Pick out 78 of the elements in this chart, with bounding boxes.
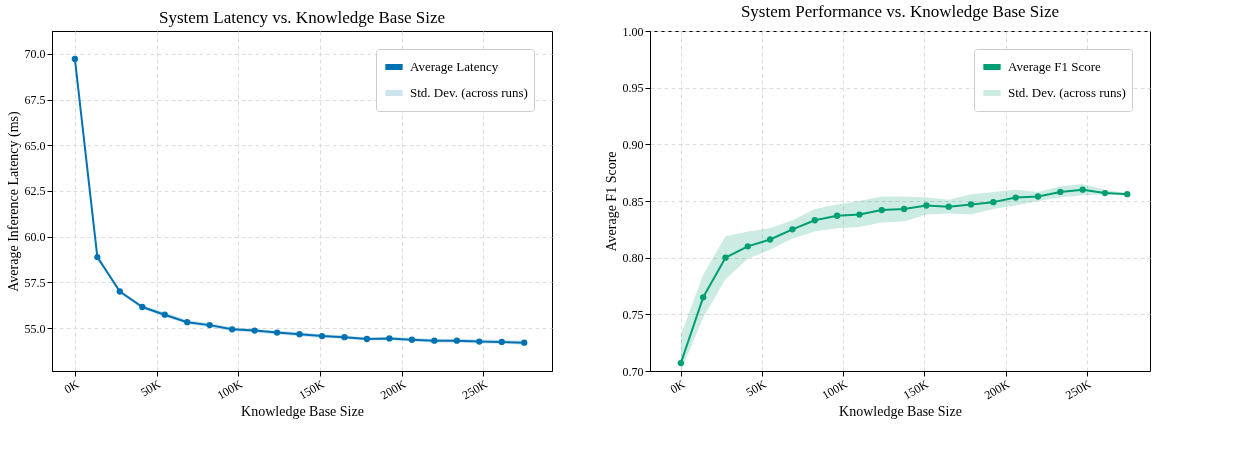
y-tick-label: 0.85 [622, 194, 644, 209]
point [206, 321, 213, 329]
x-tick-label: 150K [296, 376, 327, 403]
x-tick-label: 200K [981, 376, 1013, 403]
legend-label: Average F1 Score [1008, 59, 1102, 74]
x-tick-label: 100K [214, 376, 246, 403]
point [431, 337, 438, 344]
x-axis-title: Knowledge Base Size [241, 404, 364, 420]
x-tick-label: 250K [1063, 376, 1094, 403]
point [363, 335, 371, 343]
point [789, 226, 796, 233]
point [521, 339, 528, 346]
point [923, 202, 930, 209]
point [453, 337, 460, 344]
point [251, 327, 258, 334]
y-tick-label: 0.95 [622, 81, 644, 96]
point [945, 203, 952, 210]
x-tick-label: 50K [743, 376, 769, 400]
point [900, 205, 908, 213]
point [273, 329, 281, 336]
y-tick-label: 0.80 [622, 251, 644, 266]
point [139, 303, 146, 311]
chart-title: System Performance vs. Knowledge Base Size [740, 2, 1060, 21]
point [184, 319, 191, 326]
point [811, 217, 818, 224]
point [967, 201, 975, 208]
y-axis-title: Average F1 Score [603, 151, 619, 252]
annotation: Std. Dev. (across runs) [1008, 85, 1126, 100]
y-axis-title: Average Inference Latency (ms) [5, 110, 22, 292]
point [990, 198, 997, 206]
point [1012, 194, 1019, 201]
chart-title: System Latency vs. Knowledge Base Size [158, 8, 446, 27]
point [1079, 186, 1086, 193]
y-tick-label: 1.00 [622, 24, 644, 39]
point [498, 338, 505, 346]
x-axis-title: Knowledge Base Size [839, 404, 962, 420]
point [476, 338, 483, 345]
point [1034, 193, 1042, 200]
point [296, 331, 303, 338]
point [1101, 189, 1109, 197]
point [856, 211, 863, 218]
point [833, 212, 841, 219]
y-tick-label: 55.0 [24, 321, 46, 336]
y-tick-label: 70.0 [24, 47, 46, 62]
point [228, 326, 236, 333]
legend-label: Average Latency [410, 59, 499, 74]
annotation: Std. Dev. (across runs) [410, 85, 528, 100]
point [722, 254, 729, 261]
x-tick-label: 250K [459, 376, 491, 403]
point [94, 253, 101, 261]
y-tick-label: 57.5 [24, 275, 46, 290]
x-tick-label: 0K [61, 376, 82, 397]
x-tick-label: 150K [900, 376, 932, 403]
point [1124, 191, 1131, 198]
point [700, 294, 707, 301]
y-tick-label: 60.0 [24, 230, 46, 245]
y-tick-label: 0.75 [622, 307, 644, 322]
point [71, 55, 79, 63]
point [408, 336, 416, 343]
y-tick-label: 65.0 [24, 138, 46, 153]
point [161, 311, 168, 318]
point [766, 236, 774, 243]
point [744, 243, 751, 250]
point [1057, 188, 1064, 196]
y-tick-label: 62.5 [24, 184, 46, 199]
point [318, 332, 326, 340]
y-tick-label: 0.70 [622, 364, 644, 379]
x-tick-label: 0K [667, 376, 688, 397]
x-tick-label: 100K [819, 376, 850, 403]
x-tick-label: 200K [378, 376, 409, 403]
point [386, 335, 393, 342]
point [677, 359, 685, 367]
y-tick-label: 0.90 [622, 137, 644, 152]
point [341, 334, 348, 341]
y-tick-label: 67.5 [24, 93, 46, 108]
x-tick-label: 50K [138, 376, 164, 400]
point [878, 206, 885, 214]
point [116, 288, 123, 295]
